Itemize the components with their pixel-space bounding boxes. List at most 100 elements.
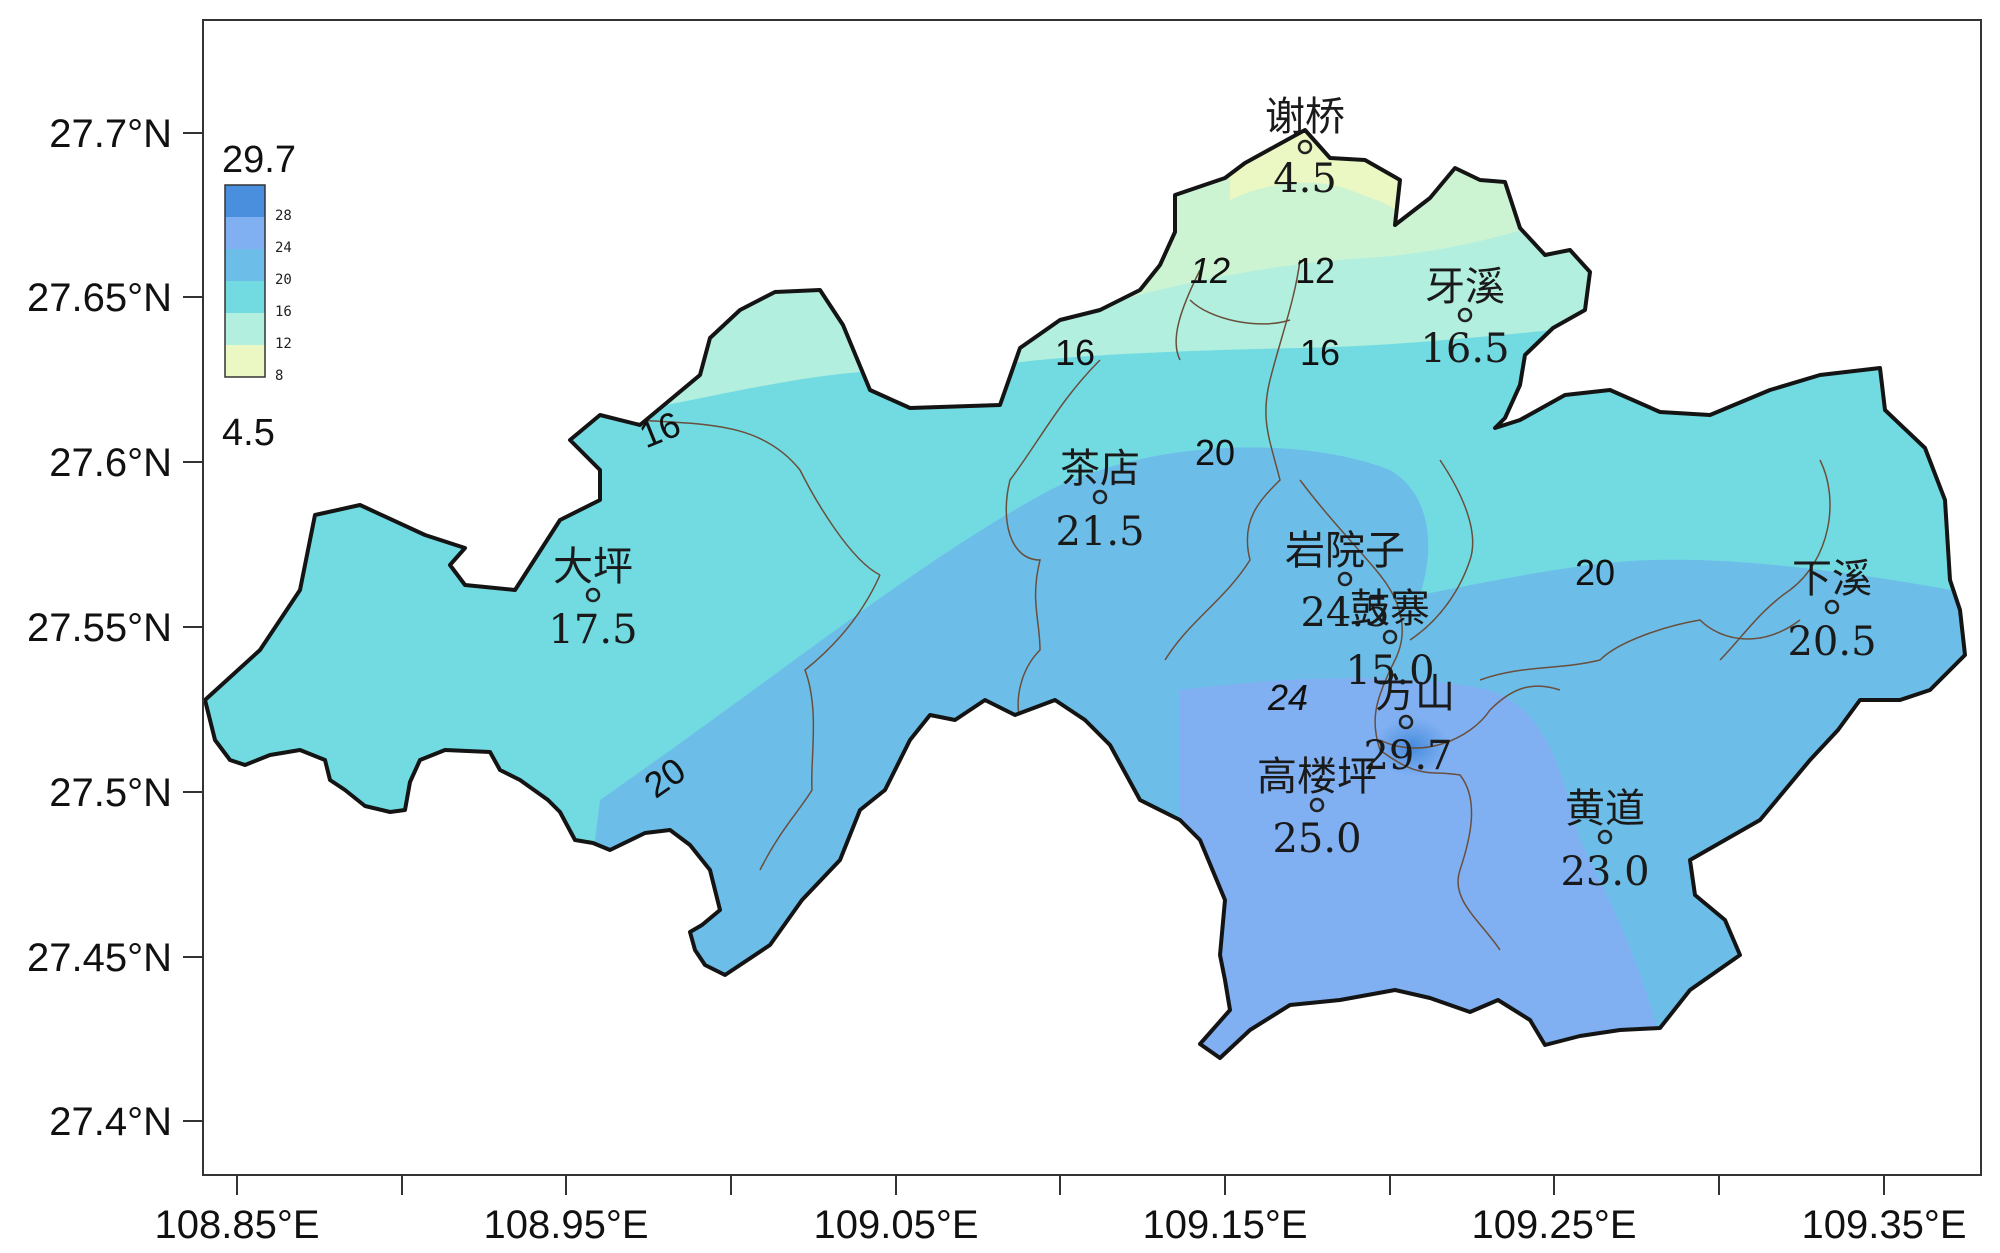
legend-level: 20 bbox=[275, 272, 292, 288]
station-marker bbox=[1092, 489, 1108, 505]
station-marker bbox=[1382, 629, 1398, 645]
legend-min-label: 4.5 bbox=[222, 412, 275, 454]
legend-level: 24 bbox=[275, 240, 292, 256]
legend-swatch bbox=[225, 249, 265, 281]
legend-color-bar bbox=[224, 184, 266, 378]
station-marker bbox=[1309, 797, 1325, 813]
legend-swatch bbox=[225, 185, 265, 217]
rainfall-fill bbox=[205, 130, 1965, 1058]
y-tick-label: 27.45°N bbox=[27, 936, 172, 980]
contour-label: 16 bbox=[1300, 332, 1340, 373]
inner-boundary bbox=[1479, 619, 1801, 681]
contour-label: 16 bbox=[1055, 332, 1095, 373]
legend-swatch bbox=[225, 281, 265, 313]
contour-label: 12 bbox=[1295, 250, 1335, 291]
inner-boundary bbox=[1719, 459, 1831, 661]
station-huangdao: 黄道 23.0 bbox=[1560, 786, 1649, 895]
inner-boundary bbox=[1409, 459, 1474, 641]
inner-boundary bbox=[1189, 299, 1291, 325]
station-guzhai: 鼓寨 15.0 bbox=[1345, 586, 1434, 694]
x-tick-label: 109.05°E bbox=[813, 1203, 978, 1247]
legend-level-ticks: 28 24 20 16 12 8 bbox=[275, 208, 292, 384]
station-name: 鼓寨 bbox=[1350, 586, 1430, 632]
y-tick-label: 27.65°N bbox=[27, 276, 172, 320]
station-value: 17.5 bbox=[548, 607, 637, 653]
x-tick-label: 109.35°E bbox=[1801, 1203, 1966, 1247]
contour-label: 20 bbox=[1575, 552, 1615, 593]
station-marker bbox=[1297, 139, 1313, 155]
inner-boundary bbox=[1379, 749, 1501, 951]
station-value: 20.5 bbox=[1787, 619, 1876, 665]
y-tick-label: 27.7°N bbox=[49, 112, 172, 156]
contour-label: 24 bbox=[1267, 677, 1308, 718]
legend-level: 8 bbox=[275, 368, 283, 384]
inner-boundary bbox=[1379, 685, 1561, 749]
county-boundaries bbox=[639, 259, 1831, 951]
y-tick-label: 27.6°N bbox=[49, 441, 172, 485]
x-tick-label: 108.95°E bbox=[483, 1203, 648, 1247]
contour-label: 20 bbox=[1195, 432, 1235, 473]
station-name: 大坪 bbox=[553, 544, 633, 590]
station-marker bbox=[585, 587, 601, 603]
station-name: 牙溪 bbox=[1425, 264, 1505, 310]
station-yanyuanzi: 岩院子 24.5 bbox=[1285, 528, 1405, 636]
station-name: 岩院子 bbox=[1285, 528, 1405, 574]
x-tick-label: 109.15°E bbox=[1142, 1203, 1307, 1247]
x-tick-label: 109.25°E bbox=[1471, 1203, 1636, 1247]
x-tick-label: 108.85°E bbox=[154, 1203, 319, 1247]
legend-bar-border bbox=[224, 184, 266, 378]
fill-band-28-plus bbox=[1374, 717, 1450, 777]
station-value: 24.5 bbox=[1300, 590, 1389, 636]
station-name: 黄道 bbox=[1565, 786, 1645, 832]
y-tick-label: 27.5°N bbox=[49, 771, 172, 815]
legend-level: 12 bbox=[275, 336, 292, 352]
legend-level: 28 bbox=[275, 208, 292, 224]
inner-boundary bbox=[1005, 359, 1101, 721]
inner-boundary bbox=[759, 574, 881, 871]
y-axis-labels: 27.7°N 27.65°N 27.6°N 27.55°N 27.5°N 27.… bbox=[27, 112, 172, 1144]
station-yaxi: 牙溪 16.5 bbox=[1420, 264, 1509, 372]
station-value: 15.0 bbox=[1345, 648, 1434, 694]
station-name: 方山 bbox=[1375, 671, 1455, 717]
station-value: 21.5 bbox=[1055, 509, 1144, 555]
x-axis-labels: 108.85°E 108.95°E 109.05°E 109.15°E 109.… bbox=[154, 1203, 1966, 1247]
inner-boundary bbox=[1299, 479, 1403, 751]
inner-boundary bbox=[1175, 269, 1201, 361]
legend-swatch bbox=[225, 345, 265, 377]
station-name: 下溪 bbox=[1792, 556, 1872, 602]
station-daping: 大坪 17.5 bbox=[548, 544, 637, 653]
region-boundary bbox=[203, 128, 1967, 1060]
plot-frame bbox=[202, 19, 1982, 1176]
axis-ticks bbox=[183, 132, 1885, 1195]
station-marker bbox=[1337, 571, 1353, 587]
station-fangshan: 方山 29.7 bbox=[1363, 671, 1455, 779]
station-marker bbox=[1824, 599, 1840, 615]
station-gaoloupin: 高楼坪 25.0 bbox=[1257, 754, 1377, 862]
station-marker bbox=[1398, 714, 1414, 730]
station-xieqiao: 谢桥 4.5 bbox=[1265, 94, 1345, 202]
contour-label: 12 bbox=[1190, 250, 1230, 291]
legend-swatch bbox=[225, 217, 265, 249]
station-value: 16.5 bbox=[1420, 326, 1509, 372]
station-name: 高楼坪 bbox=[1257, 754, 1377, 800]
y-tick-label: 27.55°N bbox=[27, 606, 172, 650]
station-marker bbox=[1457, 307, 1473, 323]
legend-level: 16 bbox=[275, 304, 292, 320]
station-value: 4.5 bbox=[1273, 156, 1337, 202]
station-value: 25.0 bbox=[1272, 816, 1361, 862]
station-xiaxi: 下溪 20.5 bbox=[1787, 556, 1876, 665]
station-marker bbox=[1597, 829, 1613, 845]
station-name: 谢桥 bbox=[1265, 94, 1345, 140]
legend-max-label: 29.7 bbox=[222, 139, 296, 181]
color-legend: 29.7 28 24 20 16 12 8 4.5 bbox=[222, 139, 296, 454]
station-value: 23.0 bbox=[1560, 849, 1649, 895]
stations: 谢桥 4.5 牙溪 16.5 茶店 21.5 大坪 17.5 岩院子 24.5 … bbox=[548, 94, 1876, 895]
station-value: 29.7 bbox=[1363, 733, 1452, 779]
inner-boundary bbox=[639, 419, 881, 576]
station-chadian: 茶店 21.5 bbox=[1055, 446, 1144, 555]
inner-boundary bbox=[1164, 259, 1301, 661]
legend-swatch bbox=[225, 313, 265, 345]
y-tick-label: 27.4°N bbox=[49, 1100, 172, 1144]
station-name: 茶店 bbox=[1060, 446, 1140, 492]
